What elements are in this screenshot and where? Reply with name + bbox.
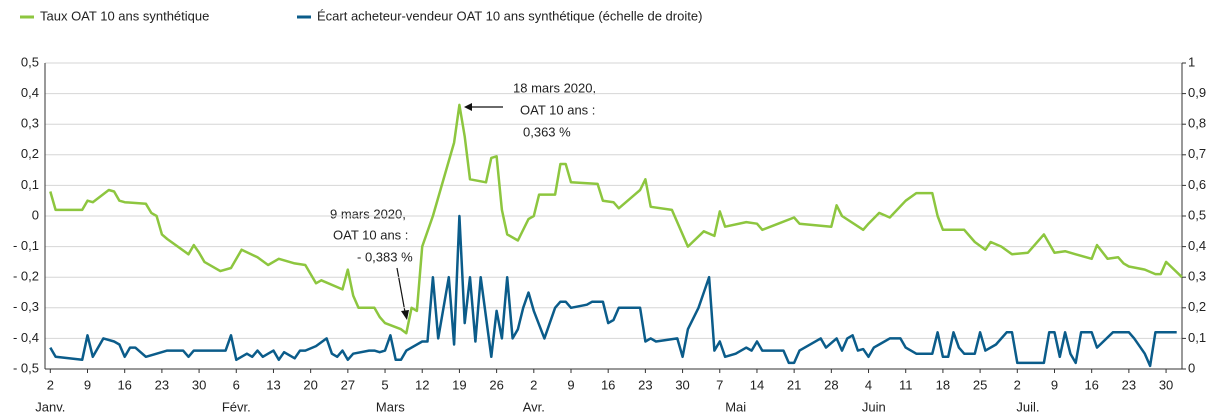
x-tick-label: 9 (567, 377, 574, 392)
y2-tick-label: 0,3 (1188, 269, 1206, 284)
x-tick-label: 13 (266, 377, 280, 392)
x-tick-label: 27 (341, 377, 355, 392)
annotation: 18 mars 2020, OAT 10 ans : 0,363 % 9 mar… (330, 80, 596, 320)
x-tick-label: 30 (675, 377, 689, 392)
x-tick-label: 20 (303, 377, 317, 392)
x-tick-label: 2 (530, 377, 537, 392)
y-tick-label: - 0,4 (13, 330, 39, 345)
annotation-arrowhead (401, 310, 409, 320)
annotation-text: - 0,383 % (357, 249, 413, 264)
x-tick-label: 7 (716, 377, 723, 392)
x-tick-label: 16 (1084, 377, 1098, 392)
x-tick-label: 19 (452, 377, 466, 392)
x-tick-label: 6 (233, 377, 240, 392)
x-tick-label: 4 (865, 377, 872, 392)
month-label: Janv. (35, 399, 65, 414)
y2-tick-label: 0,8 (1188, 116, 1206, 131)
x-tick-label: 21 (787, 377, 801, 392)
y2-tick-label: 1 (1188, 54, 1195, 69)
annotation-arrowhead (464, 103, 472, 111)
y2-tick-label: 0,5 (1188, 207, 1206, 222)
x-tick-label: 23 (155, 377, 169, 392)
x-tick-label: 28 (824, 377, 838, 392)
x-tick-label: 2 (47, 377, 54, 392)
y2-tick-label: 0 (1188, 360, 1195, 375)
x-tick-label: 11 (899, 377, 913, 392)
annotation-text: OAT 10 ans : (520, 102, 595, 117)
annotation-text: 18 mars 2020, (513, 80, 596, 95)
x-tick-label: 9 (1051, 377, 1058, 392)
y-tick-label: 0 (32, 207, 39, 222)
month-label: Avr. (523, 399, 545, 414)
month-label: Févr. (222, 399, 251, 414)
y2-tick-label: 0,9 (1188, 85, 1206, 100)
y-tick-label: - 0,5 (13, 360, 39, 375)
x-tick-label: 30 (192, 377, 206, 392)
month-label: Juil. (1016, 399, 1039, 414)
x-tick-label: 16 (601, 377, 615, 392)
y-tick-label: 0,4 (21, 85, 39, 100)
y2-tick-label: 0,6 (1188, 177, 1206, 192)
x-tick-label: 9 (84, 377, 91, 392)
x-tick-label: 5 (381, 377, 388, 392)
x-tick-label: 25 (973, 377, 987, 392)
series-line (49, 214, 1177, 368)
x-tick-label: 23 (638, 377, 652, 392)
annotation-text: 0,363 % (523, 124, 571, 139)
legend-label: Taux OAT 10 ans synthétique (40, 8, 209, 23)
month-label: Mars (376, 399, 405, 414)
y-tick-label: - 0,3 (13, 299, 39, 314)
y-tick-label: 0,3 (21, 116, 39, 131)
y2-tick-label: 0,4 (1188, 238, 1206, 253)
annotation-arrow (396, 267, 406, 313)
month-label: Mai (725, 399, 746, 414)
y-tick-label: 0,5 (21, 54, 39, 69)
annotation-text: OAT 10 ans : (333, 227, 408, 242)
y-tick-label: 0,1 (21, 177, 39, 192)
x-tick-label: 12 (415, 377, 429, 392)
y-tick-label: - 0,1 (13, 238, 39, 253)
annotation-text: 9 mars 2020, (330, 206, 406, 221)
month-label: Juin (862, 399, 886, 414)
y-tick-label: - 0,2 (13, 269, 39, 284)
legend-label: Écart acheteur-vendeur OAT 10 ans synthé… (317, 8, 702, 23)
series-line (49, 103, 1183, 335)
x-tick-label: 18 (936, 377, 950, 392)
x-tick-label: 14 (750, 377, 764, 392)
x-tick-label: 2 (1014, 377, 1021, 392)
x-tick-label: 26 (489, 377, 503, 392)
y2-tick-label: 0,7 (1188, 146, 1206, 161)
y-tick-label: 0,2 (21, 146, 39, 161)
y2-tick-label: 0,1 (1188, 330, 1206, 345)
x-tick-label: 16 (117, 377, 131, 392)
y2-tick-label: 0,2 (1188, 299, 1206, 314)
x-tick-label: 23 (1122, 377, 1136, 392)
x-tick-label: 30 (1159, 377, 1173, 392)
